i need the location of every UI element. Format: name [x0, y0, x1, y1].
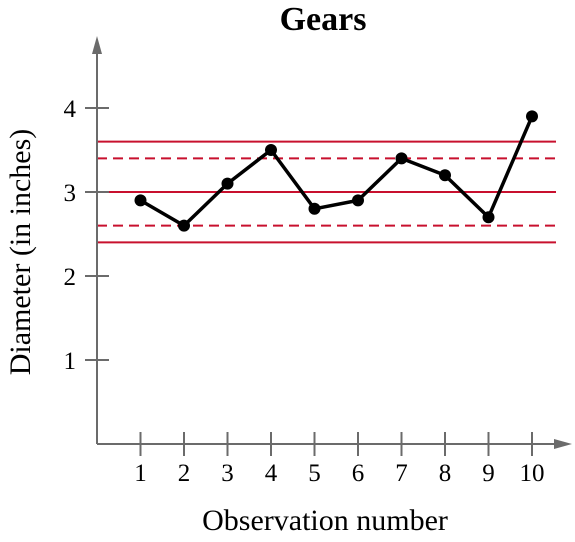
x-tick-label: 4 — [265, 460, 278, 487]
x-tick-label: 2 — [178, 460, 191, 487]
x-tick-label: 10 — [520, 460, 545, 487]
x-axis-label: Observation number — [202, 504, 448, 537]
data-point — [482, 211, 495, 224]
data-point — [395, 152, 408, 165]
y-axis-label: Diameter (in inches) — [4, 129, 37, 376]
data-point — [134, 194, 147, 207]
y-tick-label: 1 — [64, 348, 77, 375]
data-point — [308, 202, 321, 215]
y-tick-label: 2 — [64, 264, 77, 291]
data-point — [221, 177, 234, 190]
data-point — [265, 144, 277, 156]
series — [134, 110, 538, 232]
data-point — [178, 219, 190, 232]
y-tick-label: 4 — [64, 96, 77, 123]
y-tick-label: 3 — [64, 180, 77, 207]
x-tick-label: 1 — [134, 460, 147, 487]
x-axis-arrow-icon — [554, 439, 572, 449]
axes — [92, 36, 572, 449]
x-tick-label: 7 — [395, 460, 408, 487]
x-tick-label: 5 — [308, 460, 321, 487]
reference-lines — [97, 140, 556, 244]
data-point — [352, 194, 364, 207]
data-point — [526, 110, 538, 123]
x-tick-label: 6 — [352, 460, 365, 487]
data-point — [439, 169, 451, 182]
x-tick-label: 8 — [439, 460, 452, 487]
x-tick-label: 9 — [482, 460, 495, 487]
x-tick-label: 3 — [221, 460, 234, 487]
y-axis-arrow-icon — [92, 36, 102, 54]
x-ticks: 1 2 3 4 5 6 7 8 9 10 — [134, 432, 545, 487]
y-ticks: 1 2 3 4 — [64, 96, 109, 375]
chart-title: Gears — [280, 1, 367, 38]
series-line — [139, 115, 534, 228]
